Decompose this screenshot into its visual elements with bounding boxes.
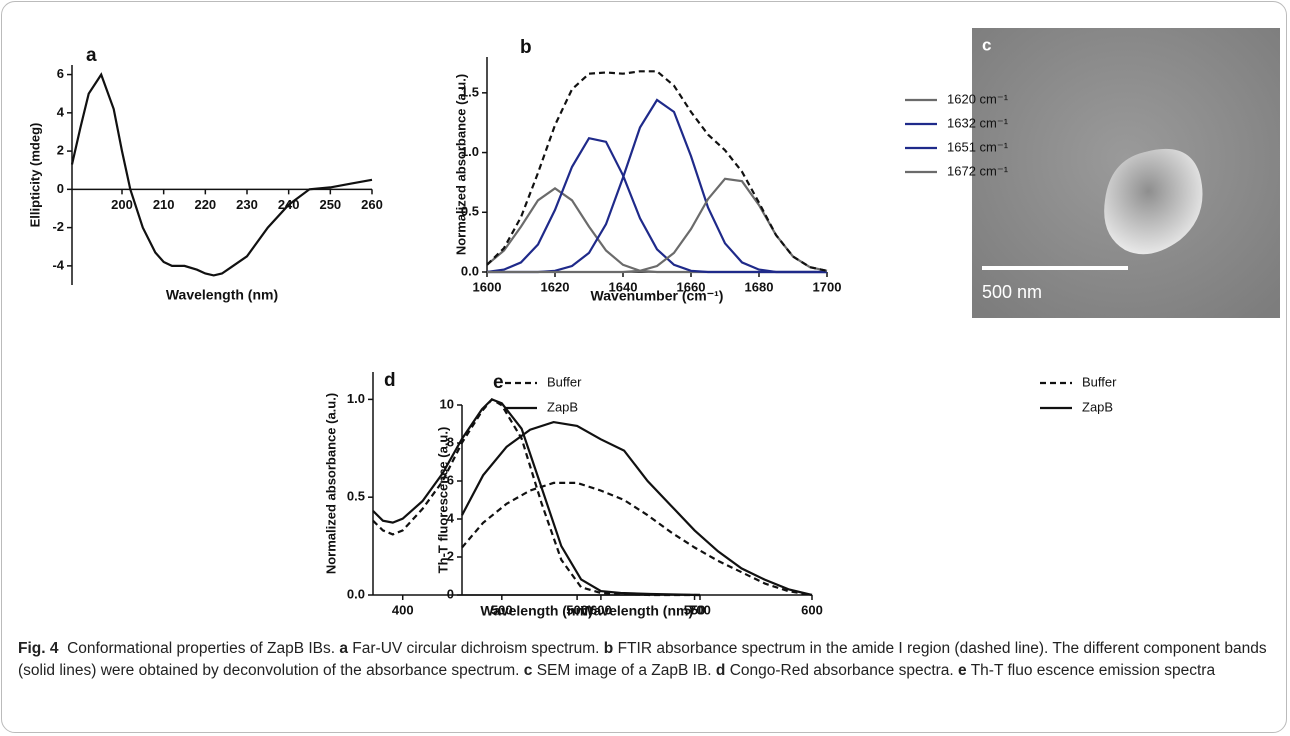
data-line [486, 136, 827, 274]
legend-label: 1651 cm⁻¹ [947, 139, 1009, 154]
x-tick-label: 210 [153, 197, 175, 212]
x-tick-label: 1640 [609, 279, 638, 294]
x-tick-label: 600 [590, 602, 612, 617]
y-tick-label: 4 [57, 104, 65, 119]
caption-part-label: b [603, 640, 614, 657]
x-tick-label: 600 [801, 602, 823, 617]
y-tick-label: 0.5 [461, 204, 479, 219]
y-tick-label: 10 [440, 396, 454, 411]
figure: 500 nm c -4 -2 0 2 4 6 200 210 220 230 2 4 0 250 260 Wa… [27, 28, 1280, 619]
legend-label: 1672 cm⁻¹ [947, 163, 1009, 178]
y-tick-label: 8 [447, 434, 454, 449]
y-tick-label: 2 [447, 548, 454, 563]
data-line [461, 481, 813, 597]
y-tick-label: 0.0 [461, 263, 479, 278]
data-line [487, 177, 828, 274]
data-line [486, 70, 828, 272]
x-tick-label: 500 [566, 602, 588, 617]
legend-label: Buffer [1082, 374, 1117, 389]
x-tick-label: 1680 [745, 279, 774, 294]
caption-part-label: e [958, 662, 967, 679]
legend-label: ZapB [1082, 399, 1113, 414]
y-tick-label: 2 [57, 143, 64, 158]
x-axis-title: Wavenumber (cm⁻¹) [591, 288, 724, 304]
x-axis-title: Wavelength (nm) [480, 603, 592, 619]
data-line [487, 98, 827, 274]
data-line [486, 187, 827, 274]
panel-label: c [982, 35, 991, 54]
x-tick-label: 550 [684, 602, 706, 617]
x-tick-label: 500 [491, 602, 513, 617]
caption-label: Fig. 4 [18, 640, 59, 657]
x-tick-label: 200 [111, 197, 133, 212]
y-axis-title: Th-T fluorescence (a.u.) [435, 427, 450, 574]
x-tick-label: 220 [194, 197, 216, 212]
data-line [461, 420, 813, 597]
panel-label: b [520, 37, 532, 58]
y-tick-label: 6 [447, 472, 454, 487]
y-tick-label: 0 [447, 586, 454, 601]
x-axis-title: Wavelength (nm) [166, 287, 278, 303]
caption: Fig. 4 Conformational properties of ZapB… [18, 638, 1268, 682]
panel-label: a [86, 45, 97, 66]
x-tick-label: 1660 [677, 279, 706, 294]
legend-label: Buffer [547, 374, 582, 389]
y-tick-label: 0.0 [347, 586, 365, 601]
y-tick-label: 0.5 [347, 489, 365, 504]
x-tick-label: 1700 [813, 279, 842, 294]
y-tick-label: 4 [447, 510, 455, 525]
y-axis-title: Normalized absorbance (a.u.) [453, 74, 468, 255]
y-tick-label: 0 [57, 181, 64, 196]
y-tick-label: -2 [52, 219, 64, 234]
y-tick-label: 1.0 [347, 391, 365, 406]
caption-part-text: Congo-Red absorbance spectra. [729, 662, 954, 679]
data-line [372, 398, 701, 597]
caption-text: Conformational properties of ZapB IBs. [67, 640, 336, 657]
chart-panel: 0.0 0.5 1.0 1.5 1600 1620 1640 1660 1680 1700 Wave… [453, 37, 1008, 304]
x-tick-label: 250 [319, 197, 341, 212]
data-line [70, 72, 373, 277]
y-tick-label: -4 [52, 257, 64, 272]
caption-part-text: Far-UV circular dichroism spectrum. [352, 640, 600, 657]
caption-part-label: c [523, 662, 533, 679]
y-tick-label: 6 [57, 66, 64, 81]
scale-bar-label: 500 nm [982, 282, 1042, 302]
y-axis-title: Ellipticity (mdeg) [27, 123, 42, 228]
y-tick-label: 1.0 [461, 144, 479, 159]
panel-label: d [384, 370, 396, 391]
caption-part-label: d [715, 662, 726, 679]
x-axis-title: Wavelength (nm) [581, 603, 693, 619]
caption-part-text: Th-T fluo escence emission spectra [970, 662, 1216, 679]
legend-label: 1632 cm⁻¹ [947, 115, 1009, 130]
caption-part-text: SEM image of a ZapB IB. [536, 662, 712, 679]
caption-part-text: FTIR absorbance spectrum in the amide I … [18, 640, 1267, 679]
panel-label: e [493, 372, 504, 393]
sem-image: 500 nm c [972, 28, 1280, 318]
x-tick-label: 1600 [473, 279, 502, 294]
caption-part-label: a [339, 640, 348, 657]
legend-label: 1620 cm⁻¹ [947, 91, 1009, 106]
legend-label: ZapB [547, 399, 578, 414]
sem-particle [1104, 148, 1203, 255]
y-axis-title: Normalized absorbance (a.u.) [323, 393, 338, 574]
x-tick-label: 260 [361, 197, 383, 212]
x-tick-label: 230 [236, 197, 258, 212]
y-tick-label: 1.5 [461, 84, 479, 99]
x-tick-label: 400 [392, 602, 414, 617]
x-tick-label: 1620 [541, 279, 570, 294]
x-tick-label: 700 [689, 602, 711, 617]
